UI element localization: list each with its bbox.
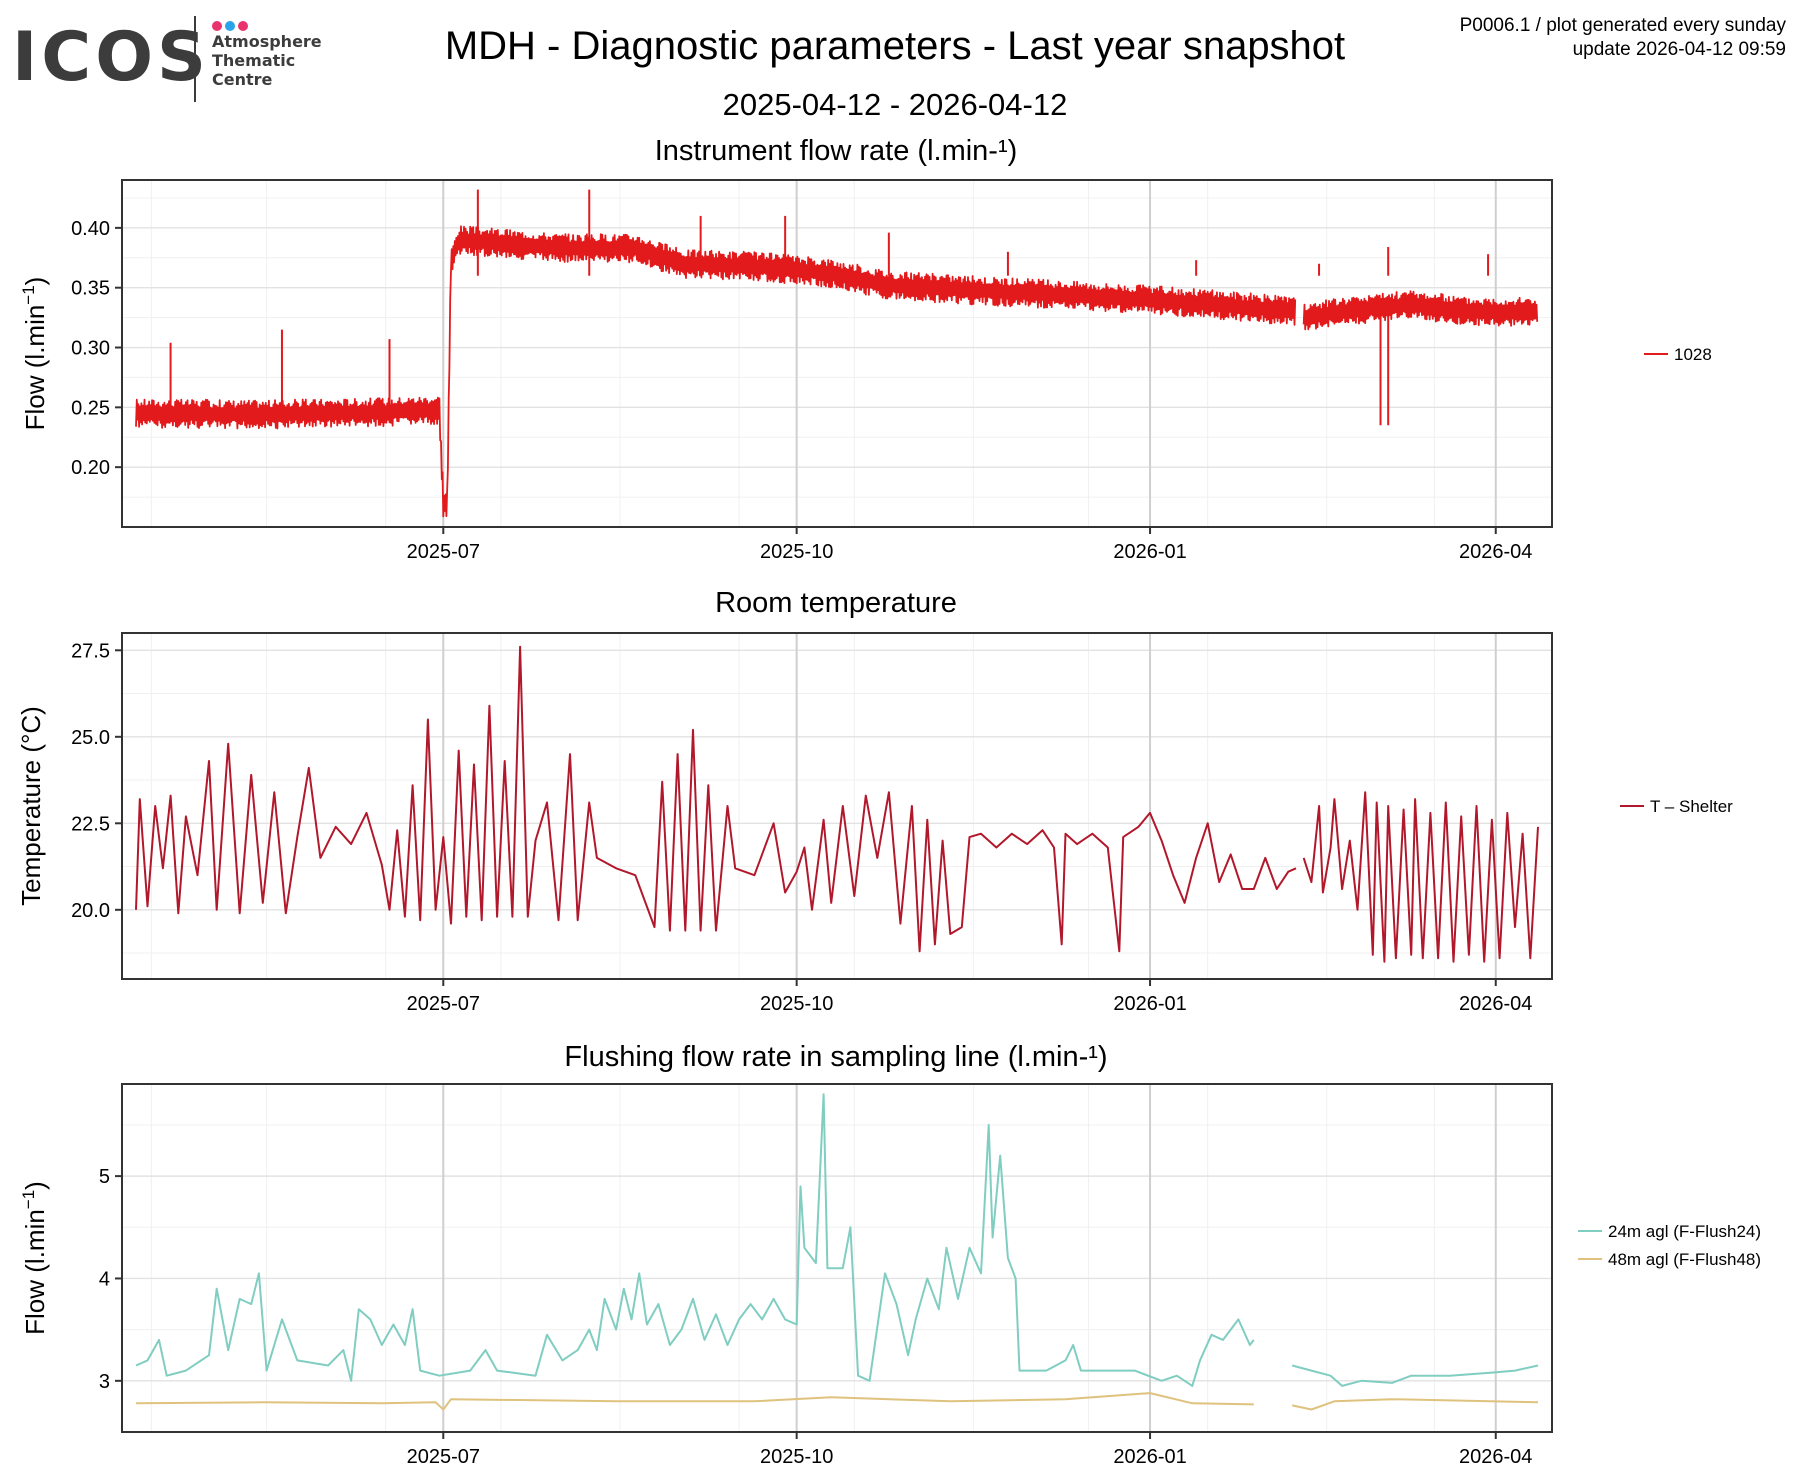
- legend-label: 24m agl (F-Flush24): [1608, 1222, 1761, 1241]
- y-tick-label: 20.0: [71, 900, 110, 922]
- y-tick-label: 0.25: [71, 397, 110, 419]
- y-tick-label: 5: [99, 1166, 110, 1188]
- legend-item: 48m agl (F-Flush48): [1578, 1250, 1761, 1269]
- series-line: [1291, 1398, 1539, 1411]
- logo-sub-line: Atmosphere: [212, 32, 322, 51]
- generation-note: P0006.1 / plot generated every sunday: [1459, 15, 1786, 36]
- date-range: 2025-04-12 - 2026-04-12: [722, 87, 1068, 122]
- logo-sub-line: Thematic: [212, 51, 296, 70]
- y-tick-label: 0.40: [71, 218, 110, 240]
- series-line: [1302, 290, 1539, 331]
- chart-title: Room temperature: [715, 587, 957, 619]
- y-axis-label-superscript: −1: [19, 1190, 38, 1209]
- chart-title: Instrument flow rate (l.min-¹): [655, 135, 1018, 167]
- x-tick-label: 2025-10: [760, 1446, 833, 1468]
- y-axis-label-close: ): [20, 277, 50, 286]
- series-line: [135, 1392, 1254, 1411]
- series-line: [135, 1093, 1255, 1387]
- legend-label: T – Shelter: [1650, 797, 1733, 816]
- chart-title: Flushing flow rate in sampling line (l.m…: [564, 1041, 1107, 1073]
- legend-label: 48m agl (F-Flush48): [1608, 1250, 1761, 1269]
- chart-panel-1: Instrument flow rate (l.min-¹) 0.20 0.25 0.…: [19, 135, 1712, 563]
- x-tick-label: 2026-04: [1459, 1446, 1532, 1468]
- legend-item: T – Shelter: [1620, 797, 1733, 816]
- series-line: [135, 645, 1297, 953]
- series-line: [1291, 1364, 1539, 1387]
- y-axis-label-close: ): [20, 1181, 50, 1190]
- update-timestamp: update 2026-04-12 09:59: [1572, 39, 1786, 60]
- chart-panel-2: Room temperature 20.0 22.5 25.0 27.5 2025-07 2…: [16, 587, 1733, 1015]
- logo-sub-line: Centre: [212, 70, 273, 89]
- x-tick-label: 2025-07: [407, 1446, 480, 1468]
- logo-dots-icon: [212, 18, 251, 31]
- y-axis-label-text: Flow (l.min: [20, 1209, 50, 1335]
- logo-dot-icon: [212, 21, 222, 31]
- logo-subtitle: Atmosphere Thematic Centre: [212, 32, 322, 89]
- x-tick-label: 2026-01: [1113, 541, 1186, 563]
- y-axis-label: Temperature (°C): [16, 706, 46, 906]
- y-axis-label-superscript: −1: [19, 285, 38, 304]
- series-line: [1302, 791, 1539, 963]
- y-axis-label: Flow (l.min−1): [19, 277, 50, 431]
- series-48m-agl-f-flush48-: [135, 1392, 1539, 1411]
- logo-wordmark: ICOS: [12, 18, 210, 97]
- x-tick-label: 2026-01: [1113, 993, 1186, 1015]
- y-tick-label: 22.5: [71, 813, 110, 835]
- generation-info: P0006.1 / plot generated every sunday up…: [1460, 14, 1786, 62]
- y-tick-label: 4: [99, 1268, 110, 1290]
- x-tick-label: 2025-07: [407, 993, 480, 1015]
- y-tick-label: 25.0: [71, 727, 110, 749]
- x-tick-label: 2025-07: [407, 541, 480, 563]
- y-axis-label-text: Temperature (°C): [16, 706, 46, 906]
- header: ICOS Atmosphere Thematic Centre MDH - Di…: [0, 0, 1800, 130]
- y-tick-label: 0.20: [71, 457, 110, 479]
- y-tick-label: 3: [99, 1371, 110, 1393]
- y-tick-label: 0.30: [71, 338, 110, 360]
- series-1028: [135, 189, 1539, 518]
- plot-border: [121, 1083, 1553, 1433]
- y-axis-label-text: Flow (l.min: [20, 305, 50, 431]
- icos-logo: ICOS Atmosphere Thematic Centre: [12, 14, 322, 104]
- x-tick-label: 2026-01: [1113, 1446, 1186, 1468]
- x-tick-label: 2025-10: [760, 993, 833, 1015]
- x-tick-label: 2025-10: [760, 541, 833, 563]
- legend-item: 24m agl (F-Flush24): [1578, 1222, 1761, 1241]
- x-tick-label: 2026-04: [1459, 993, 1532, 1015]
- y-tick-label: 0.35: [71, 278, 110, 300]
- y-axis-label: Flow (l.min−1): [19, 1181, 50, 1335]
- chart-panel-3: Flushing flow rate in sampling line (l.m…: [19, 1041, 1761, 1468]
- legend-item: 1028: [1644, 345, 1712, 364]
- logo-divider: [194, 16, 196, 102]
- legend-label: 1028: [1674, 345, 1712, 364]
- logo-dot-icon: [238, 21, 248, 31]
- series-line: [135, 225, 1297, 518]
- logo-dot-icon: [225, 21, 235, 31]
- page-title: MDH - Diagnostic parameters - Last year …: [444, 24, 1346, 68]
- y-tick-label: 27.5: [71, 640, 110, 662]
- x-tick-label: 2026-04: [1459, 541, 1532, 563]
- series-t-shelter: [135, 645, 1539, 963]
- plot-border: [121, 632, 1553, 980]
- plot-border: [121, 179, 1553, 528]
- series-24m-agl-f-flush24-: [135, 1093, 1539, 1387]
